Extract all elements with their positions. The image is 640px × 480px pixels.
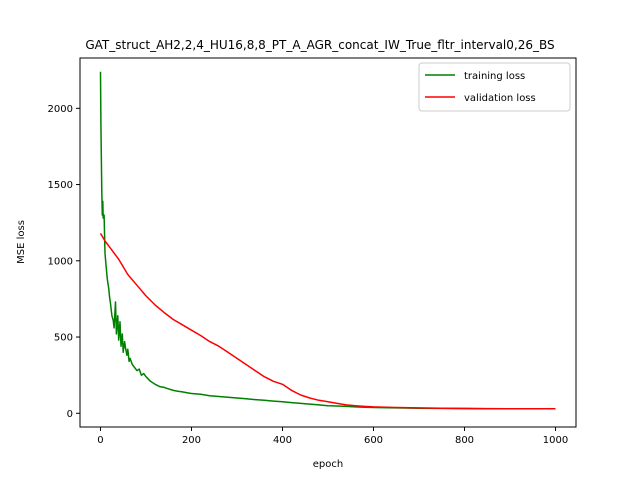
x-tick-label: 800 [455, 435, 474, 446]
chart-title: GAT_struct_AH2,2,4_HU16,8,8_PT_A_AGR_con… [85, 38, 554, 52]
x-tick-label: 400 [273, 435, 292, 446]
x-axis-label: epoch [313, 459, 343, 470]
y-tick-label: 0 [67, 409, 73, 420]
y-tick-label: 1000 [48, 256, 73, 267]
y-axis-label: MSE loss [16, 220, 27, 264]
x-tick-label: 0 [97, 435, 103, 446]
x-tick-label: 1000 [543, 435, 568, 446]
series-line-training-loss [99, 71, 556, 410]
series-layer [99, 71, 556, 410]
series-line-validation-loss [99, 233, 556, 410]
plot-border [79, 57, 577, 428]
y-ticks: 0 500 1000 1500 2000 [48, 104, 80, 420]
x-tick-label: 200 [182, 435, 201, 446]
x-tick-label: 600 [364, 435, 383, 446]
y-tick-label: 500 [54, 333, 73, 344]
y-tick-label: 2000 [48, 104, 73, 115]
plot-area-frame [80, 58, 576, 427]
legend-label-validation: validation loss [464, 93, 536, 104]
legend-box [418, 62, 571, 112]
legend: training loss validation loss [418, 62, 571, 112]
legend-label-training: training loss [464, 71, 525, 82]
x-ticks: 0 200 400 600 800 1000 [97, 427, 568, 446]
y-tick-label: 1500 [48, 180, 73, 191]
